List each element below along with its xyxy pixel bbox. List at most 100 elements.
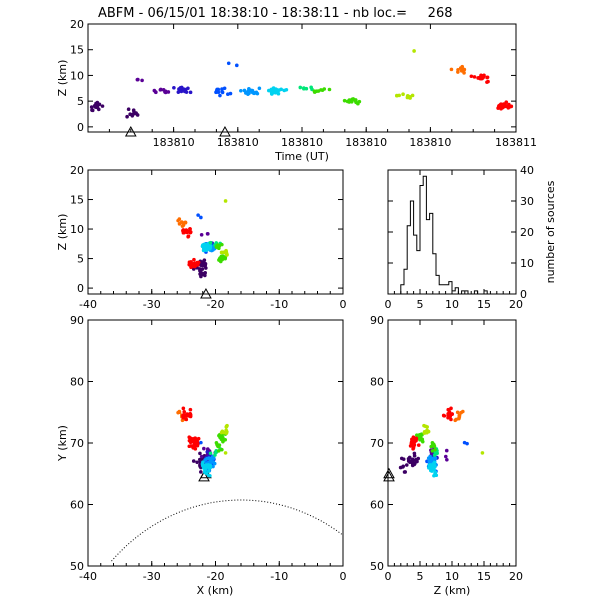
source-point [410, 93, 415, 98]
source-point [327, 87, 332, 92]
plan-view-y-axis-label: 80 [70, 376, 84, 389]
time-height-frame [87, 23, 517, 133]
source-point [408, 96, 412, 100]
source-point [125, 114, 129, 119]
source-point [200, 244, 205, 249]
source-point [199, 454, 204, 459]
source-point [212, 456, 216, 461]
source-point [412, 451, 417, 456]
z-y-z-label: Z (km) [434, 584, 471, 597]
source-point [89, 105, 94, 109]
source-point [430, 440, 435, 445]
x-z-frame [87, 169, 344, 295]
source-point [497, 104, 502, 108]
source-point [203, 458, 207, 462]
source-point [443, 454, 448, 459]
source-point [399, 456, 404, 461]
source-point [419, 432, 424, 436]
range-ring [111, 499, 342, 562]
source-point [425, 425, 429, 429]
time-axis-label: 183810 [153, 136, 195, 149]
x-z-ticks: -40 -30 -20 -10 0 0 5 10 15 20 [70, 164, 347, 311]
source-point [202, 446, 206, 451]
time-axis-label: 183810 [345, 136, 387, 149]
source-point [181, 230, 186, 235]
source-point [425, 430, 429, 435]
figure-title: ABFM - 06/15/01 18:38:10 - 18:38:11 - nb… [98, 6, 453, 21]
source-point [92, 103, 97, 108]
source-point [217, 449, 221, 453]
source-point [208, 465, 213, 470]
source-point [184, 417, 189, 422]
source-point [222, 430, 227, 435]
x-z-x-axis-label: 0 [340, 298, 347, 311]
source-point [153, 90, 158, 94]
source-point [412, 443, 416, 448]
source-point [446, 415, 450, 420]
x-z-points [176, 199, 229, 279]
source-point [198, 451, 202, 456]
source-point [181, 413, 186, 417]
source-point [253, 91, 258, 95]
plan-view-ticks: -40 -30 -20 -10 0 50 60 70 80 90 [70, 314, 347, 583]
source-point [192, 436, 197, 441]
source-point [455, 410, 460, 415]
source-point [225, 253, 229, 257]
source-point [401, 92, 405, 97]
source-point [274, 89, 279, 94]
source-point [351, 97, 356, 101]
source-point [196, 213, 200, 217]
plan-view-y-axis-label: 70 [70, 437, 84, 450]
histogram-count-axis-label: 10 [520, 257, 534, 270]
source-point [158, 87, 163, 92]
source-point [204, 471, 209, 476]
source-point [195, 443, 200, 448]
plan-view-y-axis-label: 60 [70, 499, 84, 512]
source-point [312, 89, 317, 93]
source-point [181, 223, 186, 227]
source-point [166, 90, 171, 94]
z-y-frame [387, 319, 517, 567]
source-point [100, 104, 105, 108]
z-y-z-axis-label: 0 [385, 570, 392, 583]
panel-z-y: 0 5 10 15 20 50 60 70 80 90 Z (km) [370, 314, 523, 597]
source-point [196, 436, 201, 441]
source-point [413, 436, 417, 441]
source-point [226, 61, 231, 66]
source-point [217, 258, 221, 262]
source-point [187, 262, 192, 267]
source-point [302, 86, 306, 91]
time-height-z-axis-label: 10 [70, 69, 84, 82]
source-point [204, 266, 208, 270]
source-point [395, 93, 399, 98]
histogram-altitude-axis-label: 10 [445, 298, 459, 311]
source-point [199, 470, 203, 474]
z-y-points [398, 406, 485, 478]
source-point [220, 447, 224, 452]
source-point [208, 245, 213, 250]
plan-view-x-label: X (km) [197, 584, 234, 597]
source-point [503, 103, 508, 108]
z-y-z-axis-label: 15 [477, 570, 491, 583]
plan-view-x-axis-label: -40 [79, 570, 97, 583]
source-point [195, 460, 199, 465]
source-point [217, 433, 221, 438]
source-point [224, 425, 229, 429]
histogram-altitude-axis-label: 5 [417, 298, 424, 311]
source-point [198, 464, 202, 469]
source-point [186, 234, 190, 239]
source-point [172, 85, 176, 90]
histogram-altitude-axis-label: 0 [385, 298, 392, 311]
source-point [201, 272, 205, 277]
x-z-x-axis-label: -40 [79, 298, 97, 311]
source-point [234, 63, 239, 68]
source-point [205, 232, 210, 236]
plan-view-x-axis-label: -30 [143, 570, 161, 583]
source-point [216, 89, 220, 93]
source-point [272, 87, 277, 91]
source-point [454, 417, 459, 422]
z-y-y-axis-label: 50 [370, 560, 384, 573]
time-height-z-label: Z (km) [56, 60, 69, 97]
